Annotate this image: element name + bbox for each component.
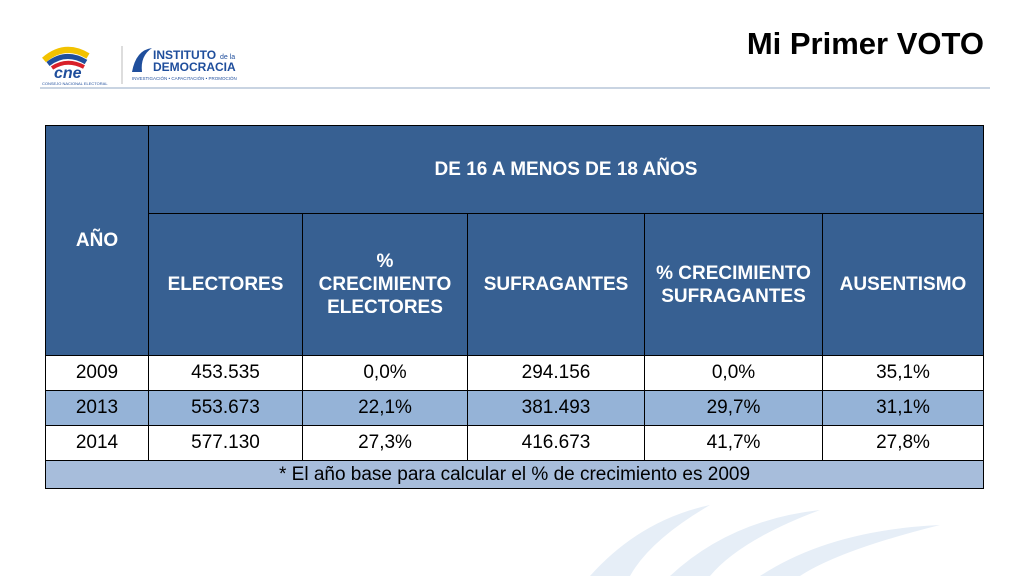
column-header: ELECTORES <box>148 213 303 356</box>
column-header-line: ELECTORES <box>167 274 284 295</box>
cell: 35,1% <box>822 355 984 391</box>
column-header-line: CRECIMIENTO <box>318 274 452 295</box>
footnote-row: * El año base para calcular el % de crec… <box>45 460 984 489</box>
group-header: DE 16 A MENOS DE 18 AÑOS <box>148 125 984 214</box>
swoosh <box>590 505 710 576</box>
column-header-line: AUSENTISMO <box>839 274 967 295</box>
institute-text-2: DEMOCRACIA <box>153 60 236 74</box>
cell: 416.673 <box>467 425 645 461</box>
cell: 0,0% <box>644 355 823 391</box>
column-header-line: % CRECIMIENTO <box>656 262 811 284</box>
cell: 381.493 <box>467 390 645 426</box>
cell: 29,7% <box>644 390 823 426</box>
decoration <box>590 505 940 576</box>
cell: 553.673 <box>148 390 303 426</box>
cell: 577.130 <box>148 425 303 461</box>
data-row: 2009 453.535 0,0% 294.156 0,0% 35,1% <box>45 355 984 391</box>
swoosh <box>760 525 940 576</box>
data-table: AÑO DE 16 A MENOS DE 18 AÑOS ELECTORES% CRE… <box>45 125 984 489</box>
cell: 27,8% <box>822 425 984 461</box>
cell: 453.535 <box>148 355 303 391</box>
header-rule <box>40 87 990 89</box>
data-row: 2014 577.130 27,3% 416.673 41,7% 27,8% <box>45 425 984 461</box>
year-cell: 2009 <box>45 355 149 391</box>
cell: 0,0% <box>302 355 468 391</box>
logos: cne CONSEJO NACIONAL ELECTORAL INSTITUTO… <box>42 46 237 86</box>
header-row: AÑO DE 16 A MENOS DE 18 AÑOS <box>45 125 984 356</box>
cne-sub: CONSEJO NACIONAL ELECTORAL <box>42 81 108 86</box>
cne-arc-yellow <box>42 47 90 63</box>
cell: 22,1% <box>302 390 468 426</box>
cell: 27,3% <box>302 425 468 461</box>
cne-arc-blue <box>46 54 88 67</box>
column-header-line: SUFRAGANTES <box>483 274 629 295</box>
cne-arc-red <box>50 60 85 70</box>
cell: 41,7% <box>644 425 823 461</box>
swoosh <box>670 510 820 576</box>
footnote: * El año base para calcular el % de crec… <box>45 460 984 489</box>
institute-icon <box>132 48 152 72</box>
cne-text: cne <box>54 65 82 82</box>
year-header: AÑO <box>45 125 149 356</box>
cell: 294.156 <box>467 355 645 391</box>
year-cell: 2014 <box>45 425 149 461</box>
column-header: SUFRAGANTES <box>467 213 645 356</box>
year-cell: 2013 <box>45 390 149 426</box>
institute-de: de la <box>220 54 235 61</box>
column-header-line: ELECTORES <box>327 297 443 318</box>
cell: 31,1% <box>822 390 984 426</box>
column-header-line: SUFRAGANTES <box>661 285 806 307</box>
header-row: ELECTORES% CRECIMIENTO ELECTORES SUFRAGANTE… <box>46 213 984 356</box>
column-header: AUSENTISMO <box>822 213 984 356</box>
slide-title: Mi Primer VOTO <box>746 26 984 61</box>
column-header: % CRECIMIENTO SUFRAGANTES <box>644 213 823 356</box>
institute-text: INSTITUTO <box>153 48 216 62</box>
institute-sub: INVESTIGACIÓN • CAPACITACIÓN • PROMOCIÓN <box>132 75 237 81</box>
column-header: % CRECIMIENTO ELECTORES <box>302 213 468 356</box>
column-header-line: % <box>376 251 394 272</box>
data-row: 2013 553.673 22,1% 381.493 29,7% 31,1% <box>45 390 984 426</box>
